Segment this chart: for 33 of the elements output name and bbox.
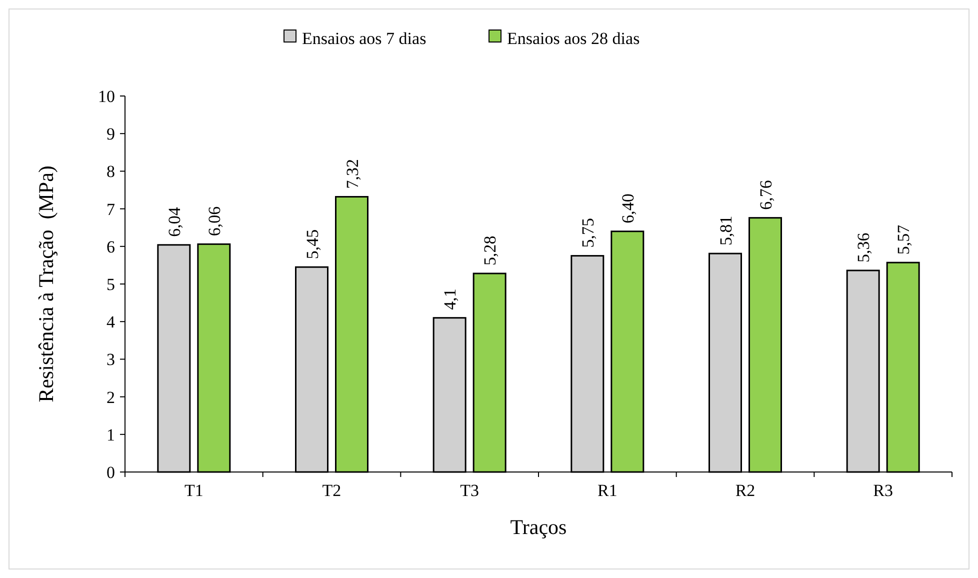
x-tick-label: R3 <box>873 481 894 500</box>
data-label: 5,45 <box>302 229 322 260</box>
data-label: 6,40 <box>618 194 638 224</box>
data-label: 5,57 <box>894 224 914 255</box>
x-tick-label: R1 <box>597 481 618 500</box>
data-label: 6,04 <box>164 206 184 237</box>
x-tick-label: T3 <box>460 481 480 500</box>
y-tick-label: 0 <box>106 462 115 482</box>
y-tick-label: 2 <box>106 388 115 407</box>
y-tick-label: 10 <box>98 86 115 106</box>
data-label: 6,06 <box>204 206 224 236</box>
y-tick-label: 7 <box>106 200 116 219</box>
y-tick-label: 8 <box>106 162 115 182</box>
legend-label: Ensaios aos 28 dias <box>507 28 640 48</box>
data-label: 5,36 <box>854 232 874 262</box>
data-label: 6,76 <box>756 180 776 210</box>
y-tick-label: 9 <box>106 124 115 144</box>
x-tick-label: R2 <box>735 481 756 500</box>
x-tick-label: T2 <box>322 481 342 500</box>
y-tick-label: 3 <box>106 350 115 370</box>
y-tick-label: 4 <box>106 312 116 332</box>
y-tick-label: 6 <box>106 237 115 256</box>
data-label: 7,32 <box>342 159 362 189</box>
data-label: 5,75 <box>578 218 598 248</box>
data-label: 5,81 <box>716 216 736 246</box>
y-tick-label: 1 <box>106 425 115 444</box>
legend-label: Ensaios aos 7 dias <box>302 28 426 48</box>
x-tick-label: T1 <box>184 481 204 500</box>
x-axis-title: Traços <box>510 515 567 539</box>
data-label: 5,28 <box>480 236 500 266</box>
data-label: 4,1 <box>440 288 460 310</box>
y-tick-label: 5 <box>106 274 115 294</box>
y-axis-title: Resistência à Tração (MPa) <box>34 166 58 402</box>
